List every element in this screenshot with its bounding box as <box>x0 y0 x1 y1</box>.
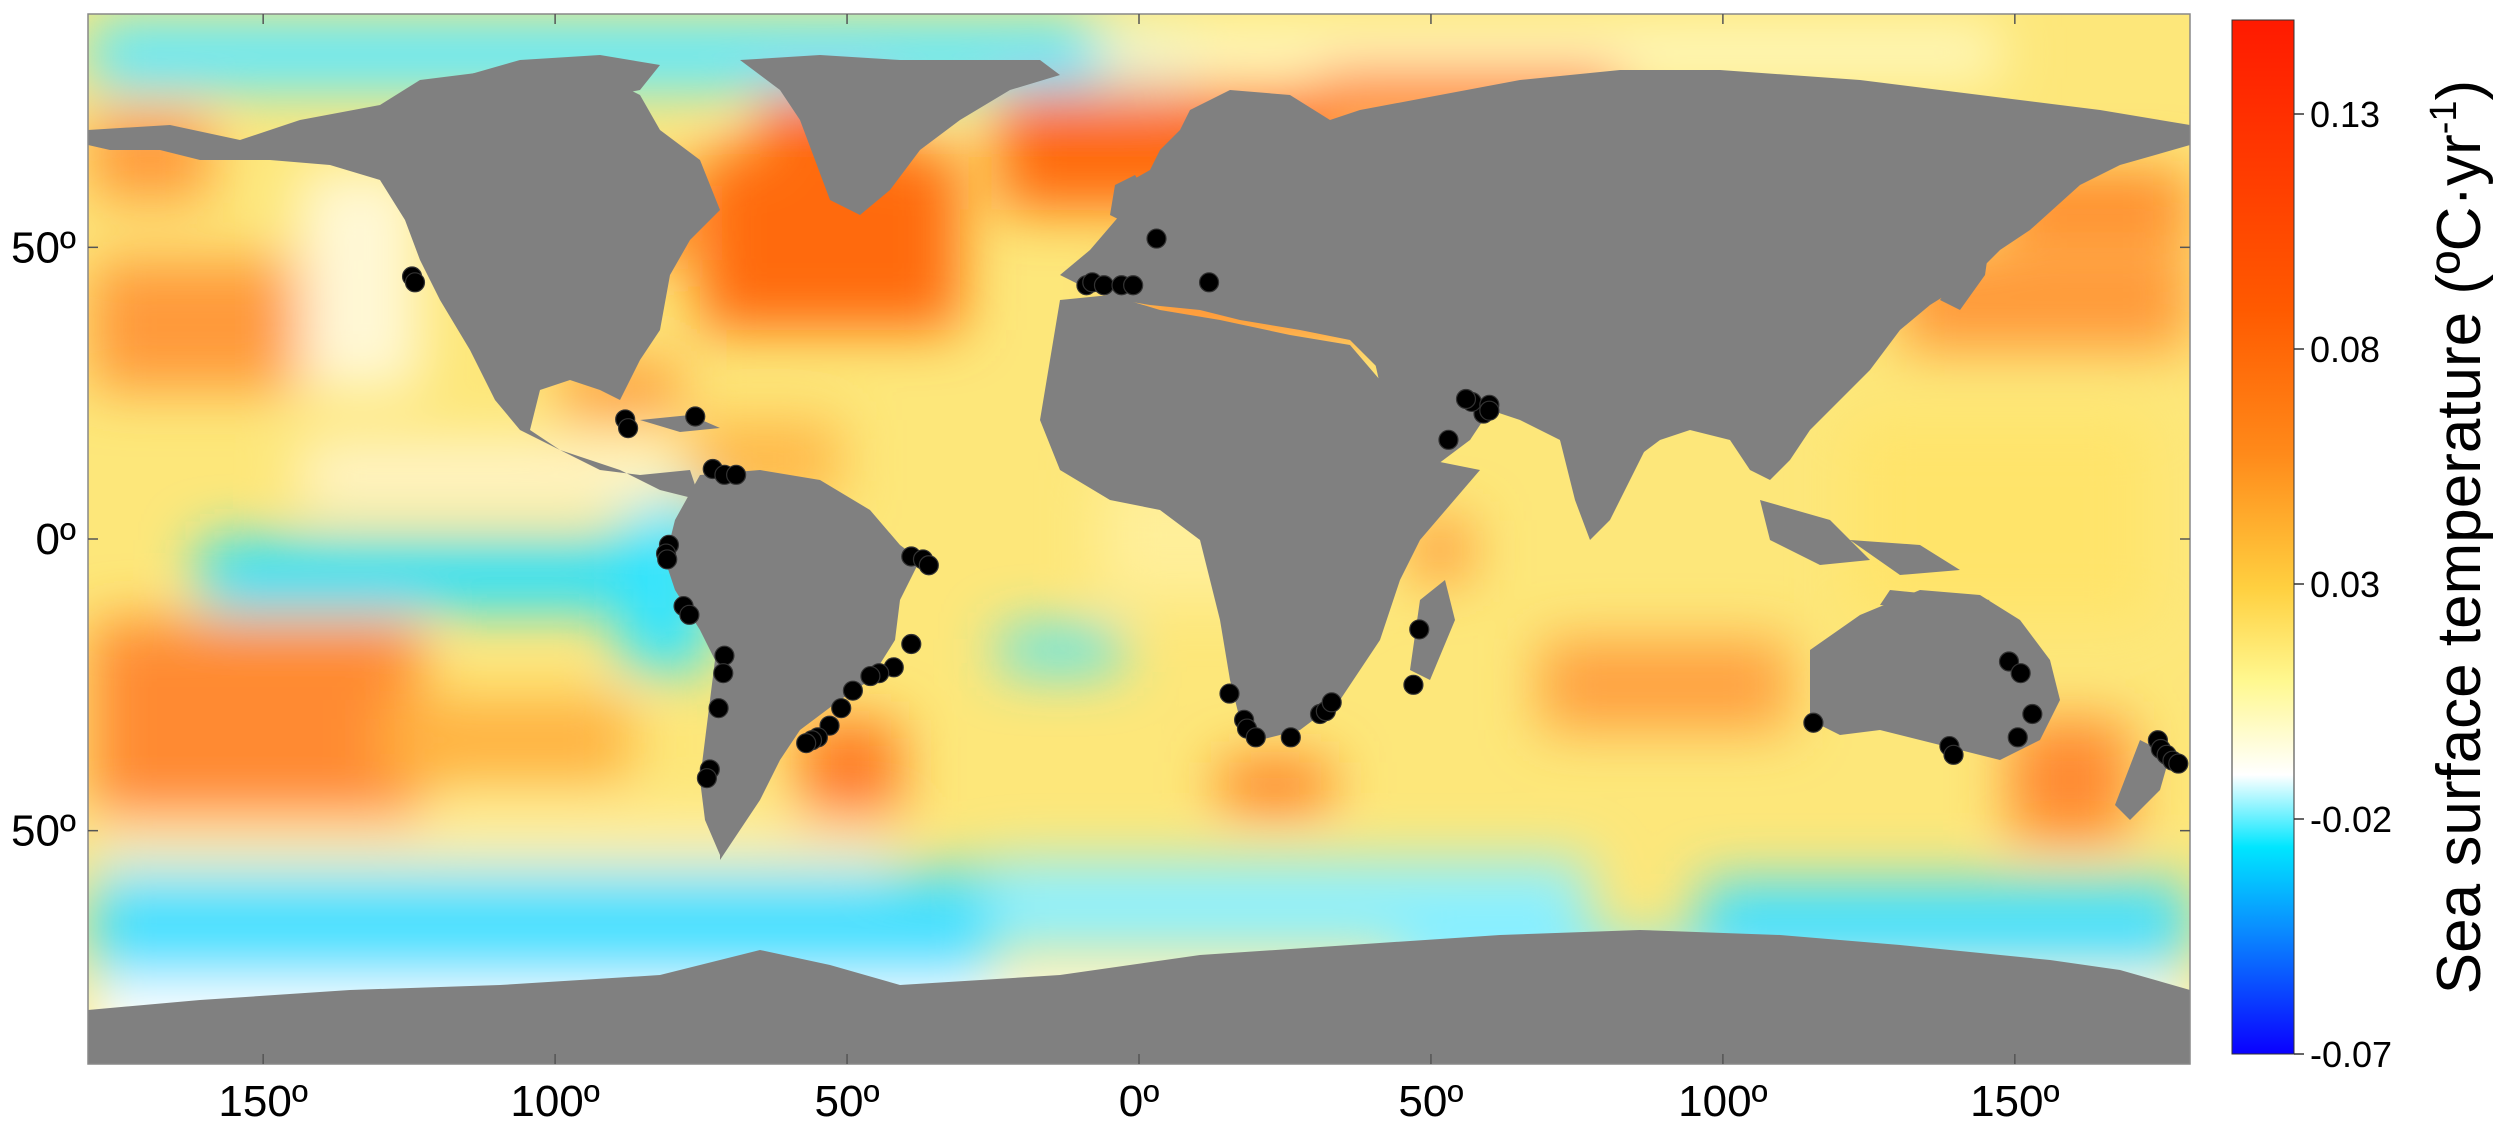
site-marker <box>1479 400 1500 421</box>
colorbar: 0.13 0.08 0.03 -0.02 -0.07 Sea surface tempe… <box>2231 19 2494 1075</box>
site-marker <box>1123 275 1144 296</box>
land-new-zealand <box>2115 740 2170 820</box>
site-marker <box>696 768 718 789</box>
land-australia <box>1810 590 2060 760</box>
site-marker <box>1198 272 1220 293</box>
colorbar-tick-label: 0.08 <box>2310 329 2380 370</box>
site-markers <box>401 228 2189 789</box>
site-marker <box>2168 753 2189 774</box>
x-axis-ticks: 150º 100º 50º 0º 50º 100º 150º <box>218 14 2060 1125</box>
colorbar-tick-label: 0.03 <box>2310 564 2380 605</box>
colorbar-gradient <box>2231 19 2295 1055</box>
site-marker <box>2007 727 2028 748</box>
x-tick-label: 100º <box>1678 1077 1767 1125</box>
land-africa <box>1040 295 1480 740</box>
site-marker <box>1280 727 1301 748</box>
site-marker <box>1219 683 1240 704</box>
colorbar-ticks: 0.13 0.08 0.03 -0.02 -0.07 <box>2294 94 2392 1075</box>
y-tick-label: 50º <box>11 223 76 272</box>
land-arabia <box>1370 340 1490 470</box>
x-tick-label: 0º <box>1119 1077 1160 1125</box>
site-marker <box>831 698 852 719</box>
colorbar-tick-label: -0.07 <box>2310 1034 2392 1075</box>
site-marker <box>726 464 747 485</box>
land-india <box>1560 420 1650 540</box>
land-cuba <box>640 415 720 432</box>
site-marker <box>2010 663 2031 684</box>
site-marker <box>1245 727 1266 748</box>
land-iceland <box>880 105 935 128</box>
site-marker <box>1146 228 1167 249</box>
colorbar-title-superscript: -1 <box>2423 100 2465 134</box>
land-arctic-archipelago <box>410 55 660 110</box>
site-marker <box>918 555 939 576</box>
land-north-america <box>88 70 720 500</box>
land-antarctica <box>88 930 2190 1064</box>
land-masses <box>88 55 2190 1064</box>
x-tick-label: 50º <box>1398 1077 1463 1125</box>
land-scandinavia <box>1160 100 1300 220</box>
site-marker <box>1321 692 1342 713</box>
x-tick-label: 50º <box>815 1077 880 1125</box>
site-marker <box>404 272 426 293</box>
site-marker <box>714 645 735 666</box>
colorbar-tick-label: -0.02 <box>2310 799 2392 840</box>
y-tick-label: 50º <box>11 807 76 856</box>
site-marker <box>1403 674 1424 695</box>
site-marker <box>1438 429 1459 450</box>
site-marker <box>657 549 678 570</box>
site-marker <box>2022 703 2043 725</box>
site-marker <box>1803 712 1824 733</box>
land-indonesia <box>1760 500 1990 610</box>
x-tick-label: 150º <box>218 1077 307 1125</box>
colorbar-title-close: ) <box>2425 80 2494 101</box>
site-marker <box>842 680 863 701</box>
y-axis-ticks: 50º 0º 50º <box>11 223 2190 856</box>
site-marker <box>713 663 734 684</box>
site-marker <box>685 406 706 427</box>
site-marker <box>796 733 817 754</box>
colorbar-title-main: Sea surface temperature (ºC·yr <box>2425 134 2494 994</box>
site-marker <box>617 418 639 439</box>
site-marker <box>860 665 881 687</box>
land-greenland <box>740 55 1060 215</box>
land-japan <box>1940 240 1990 310</box>
site-marker <box>1455 388 1477 410</box>
y-tick-label: 0º <box>35 515 76 564</box>
land-eurasia <box>1060 70 2190 510</box>
site-marker <box>901 633 922 655</box>
site-marker <box>1943 744 1964 765</box>
land-british-isles <box>1110 175 1150 225</box>
site-marker <box>679 604 700 625</box>
site-marker <box>708 698 729 719</box>
x-tick-label: 150º <box>1970 1077 2059 1125</box>
x-tick-label: 100º <box>510 1077 599 1125</box>
site-marker <box>1093 275 1115 296</box>
site-marker <box>1409 619 1430 640</box>
colorbar-tick-label: 0.13 <box>2310 94 2380 135</box>
map-panel <box>88 14 2190 1064</box>
colorbar-title: Sea surface temperature (ºC·yr-1) <box>2423 80 2494 994</box>
land-south-america <box>665 470 920 860</box>
land-madagascar <box>1410 580 1455 680</box>
